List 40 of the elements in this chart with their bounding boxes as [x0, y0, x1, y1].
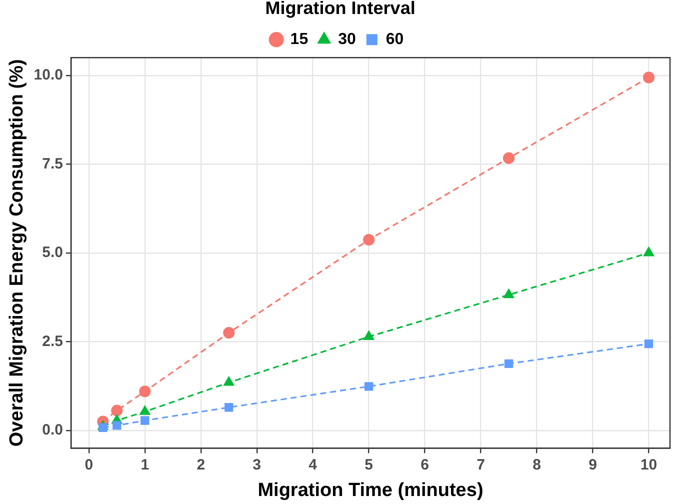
point — [224, 376, 234, 386]
point — [111, 404, 123, 416]
x-tick-label: 10 — [640, 456, 658, 474]
point — [112, 421, 122, 430]
x-tick-label: 4 — [308, 456, 318, 474]
y-tick-label: 7.5 — [42, 155, 63, 172]
x-tick-label: 2 — [196, 456, 206, 474]
point — [364, 382, 374, 391]
x-tick-label: 5 — [364, 456, 373, 474]
legend-label: 60 — [386, 31, 404, 48]
point — [224, 403, 234, 412]
point — [363, 234, 375, 246]
point — [644, 339, 654, 348]
x-tick-label: 3 — [252, 456, 262, 474]
legend-title: Migration Interval — [265, 0, 416, 18]
point — [504, 359, 514, 368]
y-tick-label: 0.0 — [42, 422, 63, 439]
point — [644, 247, 654, 256]
legend-label: 15 — [290, 31, 308, 48]
point — [140, 416, 150, 425]
point — [140, 406, 150, 415]
x-tick-label: 1 — [140, 456, 150, 474]
y-tick-label: 10.0 — [34, 66, 63, 84]
x-axis-title: Migration Time (minutes) — [258, 480, 484, 501]
y-axis-title: Overall Migration Energy Consumption (%) — [6, 59, 28, 447]
x-tick-label: 8 — [532, 456, 541, 474]
point — [642, 72, 655, 84]
x-tick-label: 7 — [476, 456, 485, 474]
y-tick-label: 2.5 — [42, 332, 63, 350]
legend-label: 30 — [338, 31, 356, 48]
x-tick-label: 9 — [588, 456, 597, 474]
point — [502, 152, 515, 164]
point — [139, 386, 151, 398]
point — [98, 423, 108, 432]
x-tick-label: 0 — [84, 456, 94, 474]
point — [504, 289, 514, 298]
y-tick-label: 5.0 — [42, 244, 63, 262]
point — [364, 330, 374, 340]
point — [223, 326, 235, 339]
x-tick-label: 6 — [420, 456, 429, 474]
